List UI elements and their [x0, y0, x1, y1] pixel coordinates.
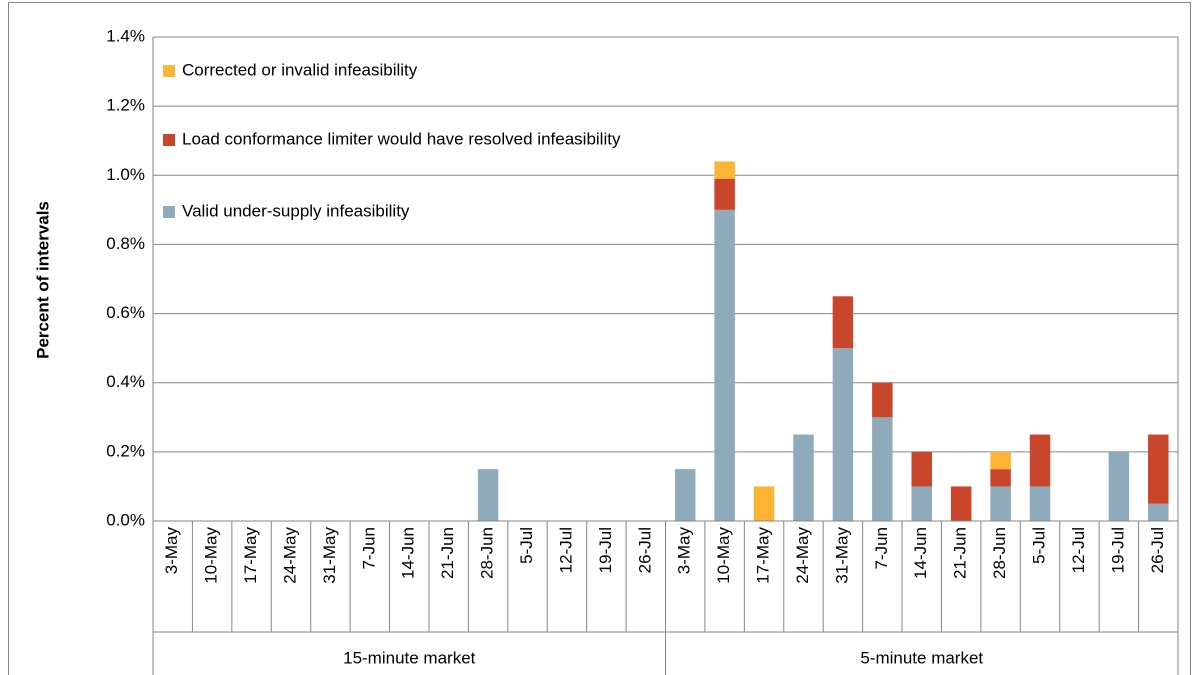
bar-segment	[872, 382, 893, 418]
y-tick-label: 1.2%	[106, 96, 145, 115]
x-tick-label: 3-May	[162, 527, 181, 575]
x-tick-label: 24-May	[793, 527, 812, 584]
x-tick-label: 10-May	[714, 527, 733, 584]
legend-label: Valid under-supply infeasibility	[182, 201, 410, 220]
x-tick-label: 24-May	[280, 527, 299, 584]
legend-swatch	[163, 134, 175, 146]
bar-segment	[911, 451, 932, 487]
bar-segment	[753, 486, 775, 521]
x-tick-label: 5-Jul	[517, 527, 536, 564]
bar-segment	[1029, 486, 1051, 521]
x-tick-label: 17-May	[754, 527, 773, 584]
bar-segment	[832, 348, 854, 521]
x-tick-label: 19-Jul	[1108, 527, 1127, 573]
bar-segment	[1148, 434, 1169, 504]
y-axis-label: Percent of intervals	[33, 201, 52, 359]
group-label: 5-minute market	[860, 648, 983, 667]
x-tick-label: 7-Jun	[872, 527, 891, 570]
x-tick-label: 7-Jun	[359, 527, 378, 570]
bar-segment	[714, 178, 735, 210]
bar-segment	[793, 434, 814, 521]
y-tick-label: 1.0%	[106, 165, 145, 184]
y-tick-label: 0.4%	[106, 372, 145, 391]
x-tick-label: 10-May	[202, 527, 221, 584]
x-tick-label: 17-May	[241, 527, 260, 584]
x-tick-label: 14-Jun	[399, 527, 418, 579]
x-tick-label: 31-May	[320, 527, 339, 584]
chart-border	[8, 2, 1191, 675]
bar-segment	[911, 486, 932, 521]
bar-segment	[832, 296, 854, 349]
bar-segment	[477, 469, 499, 521]
x-tick-label: 26-Jul	[1148, 527, 1167, 573]
x-tick-label: 28-Jun	[990, 527, 1009, 579]
legend-label: Corrected or invalid infeasibility	[182, 60, 418, 79]
y-tick-label: 0.8%	[106, 234, 145, 253]
bar-segment	[674, 469, 696, 521]
x-tick-label: 19-Jul	[596, 527, 615, 573]
y-tick-label: 1.4%	[106, 26, 145, 45]
x-tick-label: 28-Jun	[478, 527, 497, 579]
y-tick-label: 0.2%	[106, 441, 145, 460]
x-tick-label: 26-Jul	[635, 527, 654, 573]
x-tick-label: 31-May	[832, 527, 851, 584]
y-tick-label: 0.0%	[106, 510, 145, 529]
legend-label: Load conformance limiter would have reso…	[182, 129, 621, 148]
bar-segment	[714, 209, 735, 521]
bar-segment	[990, 486, 1011, 521]
bar-segment	[990, 469, 1011, 487]
bar-segment	[990, 451, 1011, 470]
x-tick-label: 12-Jul	[1069, 527, 1088, 573]
bar-segment	[1148, 503, 1169, 521]
bar-segment	[1108, 451, 1130, 521]
x-tick-label: 14-Jun	[911, 527, 930, 579]
y-tick-label: 0.6%	[106, 303, 145, 322]
x-tick-label: 21-Jun	[951, 527, 970, 579]
group-label: 15-minute market	[343, 648, 476, 667]
x-tick-label: 12-Jul	[556, 527, 575, 573]
x-tick-label: 21-Jun	[438, 527, 457, 579]
x-tick-label: 5-Jul	[1030, 527, 1049, 564]
legend-swatch	[163, 206, 175, 218]
bar-segment	[1029, 434, 1051, 487]
x-tick-label: 3-May	[675, 527, 694, 575]
bar-segment	[714, 161, 735, 179]
bar-segment	[950, 486, 972, 521]
legend-swatch	[163, 65, 175, 77]
bar-segment	[872, 417, 893, 521]
